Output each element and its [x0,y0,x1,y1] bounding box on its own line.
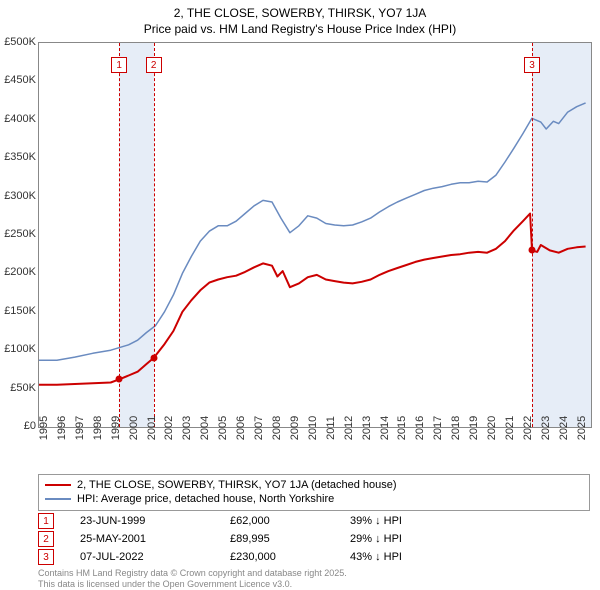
marker-row: 3 07-JUL-2022£230,00043% ↓ HPI [38,548,590,566]
legend-swatch [45,484,71,486]
marker-vline [532,43,533,427]
x-tick-label: 2002 [163,416,175,440]
x-tick-label: 2005 [217,416,229,440]
marker-badge: 2 [38,531,54,547]
marker-badge: 1 [38,513,54,529]
x-tick-label: 2016 [414,416,426,440]
x-tick-label: 2010 [307,416,319,440]
marker-row: 1 23-JUN-1999£62,00039% ↓ HPI [38,512,590,530]
x-tick-label: 2023 [540,416,552,440]
marker-row: 2 25-MAY-2001£89,99529% ↓ HPI [38,530,590,548]
x-tick-label: 2013 [361,416,373,440]
x-tick-label: 1997 [74,416,86,440]
x-tick-label: 2017 [432,416,444,440]
y-tick-label: £250K [4,228,36,240]
y-tick-label: £0 [24,420,36,432]
series-line-price_paid [39,214,586,385]
x-tick-label: 2000 [128,416,140,440]
x-tick-label: 2020 [486,416,498,440]
marker-diff: 29% ↓ HPI [350,533,402,545]
y-tick-label: £350K [4,151,36,163]
marker-badge: 1 [111,57,127,73]
plot-svg [39,43,591,427]
marker-price: £230,000 [230,551,350,563]
y-tick-label: £450K [4,74,36,86]
marker-diff: 39% ↓ HPI [350,515,402,527]
legend-item: 2, THE CLOSE, SOWERBY, THIRSK, YO7 1JA (… [45,478,583,492]
marker-vline [119,43,120,427]
x-tick-label: 2009 [289,416,301,440]
chart-container: 2, THE CLOSE, SOWERBY, THIRSK, YO7 1JA P… [0,0,600,590]
x-tick-label: 1995 [38,416,50,440]
marker-date: 07-JUL-2022 [80,551,230,563]
x-tick-label: 2024 [558,416,570,440]
legend-swatch [45,498,71,500]
plot-area: 1 2 3 [38,42,592,428]
x-tick-label: 1998 [92,416,104,440]
y-tick-label: £150K [4,305,36,317]
x-tick-label: 2004 [199,416,211,440]
x-tick-label: 2011 [325,416,337,440]
marker-date: 23-JUN-1999 [80,515,230,527]
x-tick-label: 2015 [396,416,408,440]
y-tick-label: £300K [4,190,36,202]
legend-item: HPI: Average price, detached house, Nort… [45,492,583,506]
x-tick-label: 2008 [271,416,283,440]
legend-label: HPI: Average price, detached house, Nort… [77,492,334,506]
x-tick-label: 1996 [56,416,68,440]
marker-date: 25-MAY-2001 [80,533,230,545]
x-tick-label: 2025 [576,416,588,440]
chart-title-line2: Price paid vs. HM Land Registry's House … [0,22,600,36]
x-tick-label: 2007 [253,416,265,440]
marker-badge: 3 [38,549,54,565]
legend: 2, THE CLOSE, SOWERBY, THIRSK, YO7 1JA (… [38,474,590,511]
x-tick-label: 2019 [468,416,480,440]
y-tick-label: £50K [10,382,36,394]
marker-vline [154,43,155,427]
footer-line: This data is licensed under the Open Gov… [38,579,347,590]
y-tick-label: £400K [4,113,36,125]
y-tick-label: £500K [4,36,36,48]
x-tick-label: 2006 [235,416,247,440]
x-tick-label: 2021 [504,416,516,440]
x-tick-label: 2022 [522,416,534,440]
marker-badge: 2 [146,57,162,73]
x-tick-label: 2003 [181,416,193,440]
marker-badge: 3 [524,57,540,73]
footer-line: Contains HM Land Registry data © Crown c… [38,568,347,579]
series-line-hpi [39,103,586,360]
marker-price: £89,995 [230,533,350,545]
marker-dot [150,354,157,361]
legend-label: 2, THE CLOSE, SOWERBY, THIRSK, YO7 1JA (… [77,478,397,492]
y-tick-label: £200K [4,266,36,278]
chart-title-line1: 2, THE CLOSE, SOWERBY, THIRSK, YO7 1JA [0,0,600,22]
footer-attribution: Contains HM Land Registry data © Crown c… [38,568,347,590]
markers-table: 1 23-JUN-1999£62,00039% ↓ HPI 2 25-MAY-2001… [38,512,590,566]
x-tick-label: 1999 [110,416,122,440]
x-tick-label: 2001 [146,416,158,440]
y-tick-label: £100K [4,343,36,355]
marker-price: £62,000 [230,515,350,527]
marker-dot [116,376,123,383]
marker-diff: 43% ↓ HPI [350,551,402,563]
x-tick-label: 2012 [343,416,355,440]
x-tick-label: 2014 [379,416,391,440]
x-tick-label: 2018 [450,416,462,440]
marker-dot [529,247,536,254]
